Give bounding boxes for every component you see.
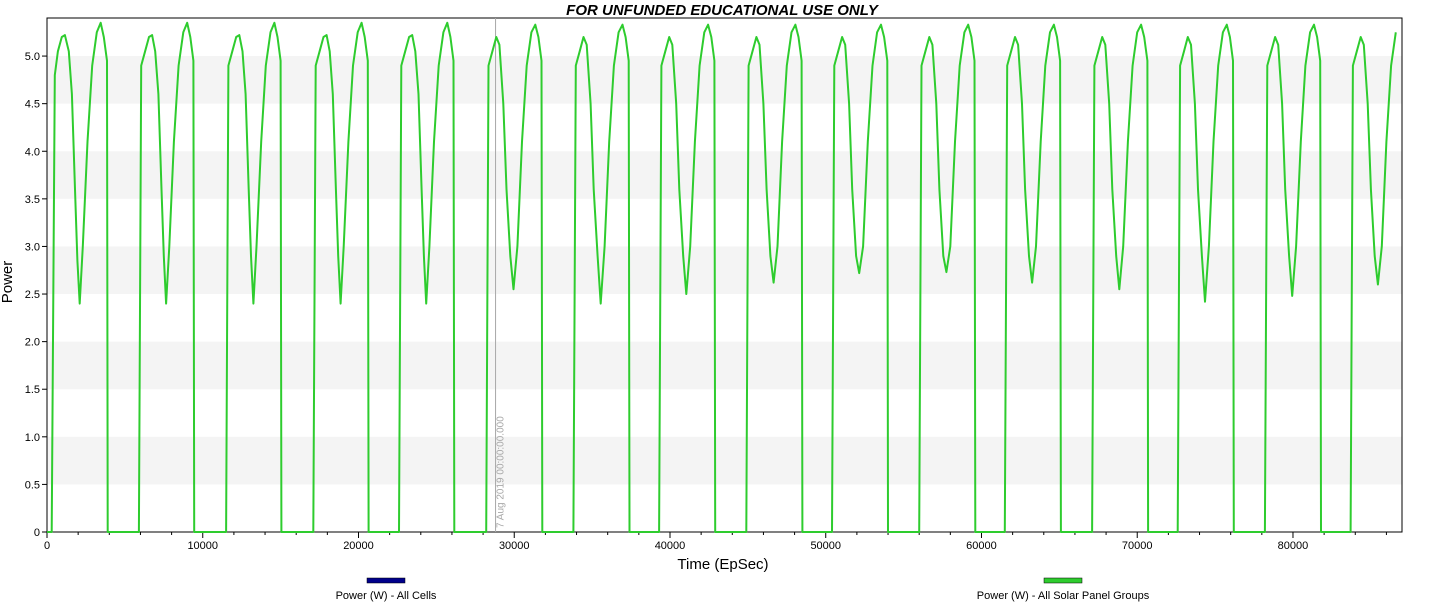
grid-band	[47, 341, 1402, 390]
y-tick-label: 4.5	[25, 99, 40, 111]
legend: Power (W) - All Cells Power (W) - All So…	[336, 577, 1150, 602]
y-tick-label: 3.5	[25, 194, 40, 206]
x-tick-label: 70000	[1122, 540, 1153, 552]
time-marker: 7 Aug 2019 00:00:00.000	[495, 18, 507, 532]
grid-band	[47, 151, 1402, 199]
y-axis-title: Power	[0, 261, 16, 304]
legend-item-solar-panel-groups: Power (W) - All Solar Panel Groups	[977, 577, 1150, 602]
y-tick-label: 1.5	[25, 384, 40, 396]
legend-label-all-cells: Power (W) - All Cells	[336, 590, 437, 602]
legend-label-solar-panel-groups: Power (W) - All Solar Panel Groups	[977, 590, 1150, 602]
y-tick-label: 0.5	[25, 479, 40, 491]
y-tick-label: 2.5	[25, 289, 40, 301]
legend-item-all-cells: Power (W) - All Cells	[336, 577, 437, 602]
x-tick-label: 30000	[499, 540, 530, 552]
grid-band	[47, 56, 1402, 104]
x-tick-label: 80000	[1278, 540, 1309, 552]
grid-band	[47, 246, 1402, 295]
x-tick-label: 60000	[966, 540, 997, 552]
x-axis-title: Time (EpSec)	[677, 556, 768, 573]
legend-swatch-all-cells	[366, 577, 406, 584]
marker-label: 7 Aug 2019 00:00:00.000	[496, 416, 507, 528]
y-tick-label: 0	[34, 527, 40, 539]
series-group	[47, 21, 1397, 533]
y-tick-label: 2.0	[25, 337, 40, 349]
y-tick-label: 4.0	[25, 146, 40, 158]
y-tick-label: 1.0	[25, 432, 40, 444]
y-axis: 0 0.5 1.0 1.5 2.0 2.5 3.0 3.5 4.0 4.5 5.0	[25, 51, 47, 539]
x-tick-label: 50000	[810, 540, 841, 552]
background-bands	[47, 56, 1402, 485]
y-tick-label: 5.0	[25, 51, 40, 63]
chart-title: FOR UNFUNDED EDUCATIONAL USE ONLY	[566, 2, 880, 19]
grid-band	[47, 436, 1402, 485]
x-axis: 0 10000 20000 30000 40000 50000 60000 70000 8000…	[44, 532, 1387, 552]
y-tick-label: 3.0	[25, 241, 40, 253]
x-tick-label: 0	[44, 540, 50, 552]
x-tick-label: 10000	[187, 540, 218, 552]
legend-swatch-solar-panel-groups	[1043, 577, 1083, 584]
x-tick-label: 40000	[655, 540, 686, 552]
x-tick-label: 20000	[343, 540, 374, 552]
series-line	[47, 21, 1397, 533]
